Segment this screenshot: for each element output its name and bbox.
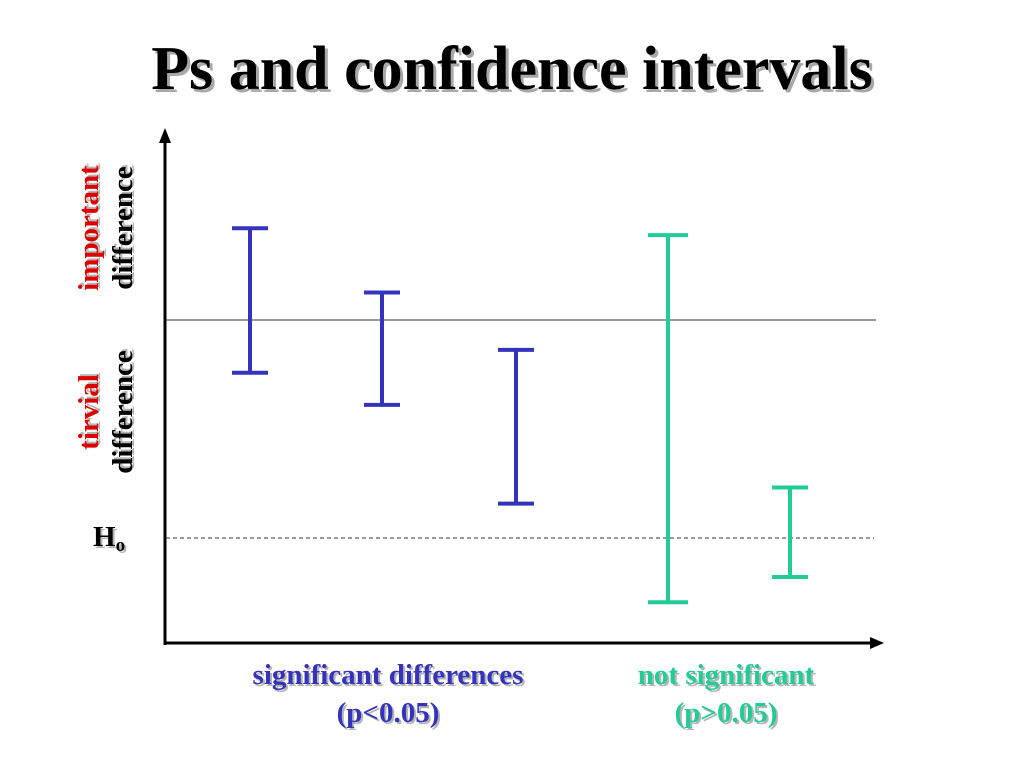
ci-bar-2 [364,290,400,407]
h0-label: Ho [93,521,125,557]
not-significant-line1: not significant [637,659,815,691]
ci-bar-5 [772,485,808,580]
important-word: important [73,165,105,291]
ci-bar-1 [232,226,268,375]
not-significant-line2: (p>0.05) [674,697,778,729]
not-significant-group-label: not significant (p>0.05) [586,656,866,732]
x-axis-arrow [870,637,884,649]
trivial-word: tirvial [73,374,105,450]
page-title: Ps and confidence intervals [151,35,873,103]
confidence-intervals [232,226,808,605]
y-axis-arrow [159,128,171,143]
significant-group-label: significant differences (p<0.05) [198,656,578,732]
important-difference-label: important difference [73,165,139,291]
trivial-suffix: difference [107,350,139,474]
trivial-difference-label: tirvial difference [73,350,139,474]
ci-bar-3 [498,347,534,506]
significant-line2: (p<0.05) [336,697,440,729]
ci-bar-4 [648,233,688,605]
h0-sub: o [115,535,126,556]
important-suffix: difference [107,166,139,290]
significant-line1: significant differences [252,659,524,691]
h0-main: H [93,521,116,553]
